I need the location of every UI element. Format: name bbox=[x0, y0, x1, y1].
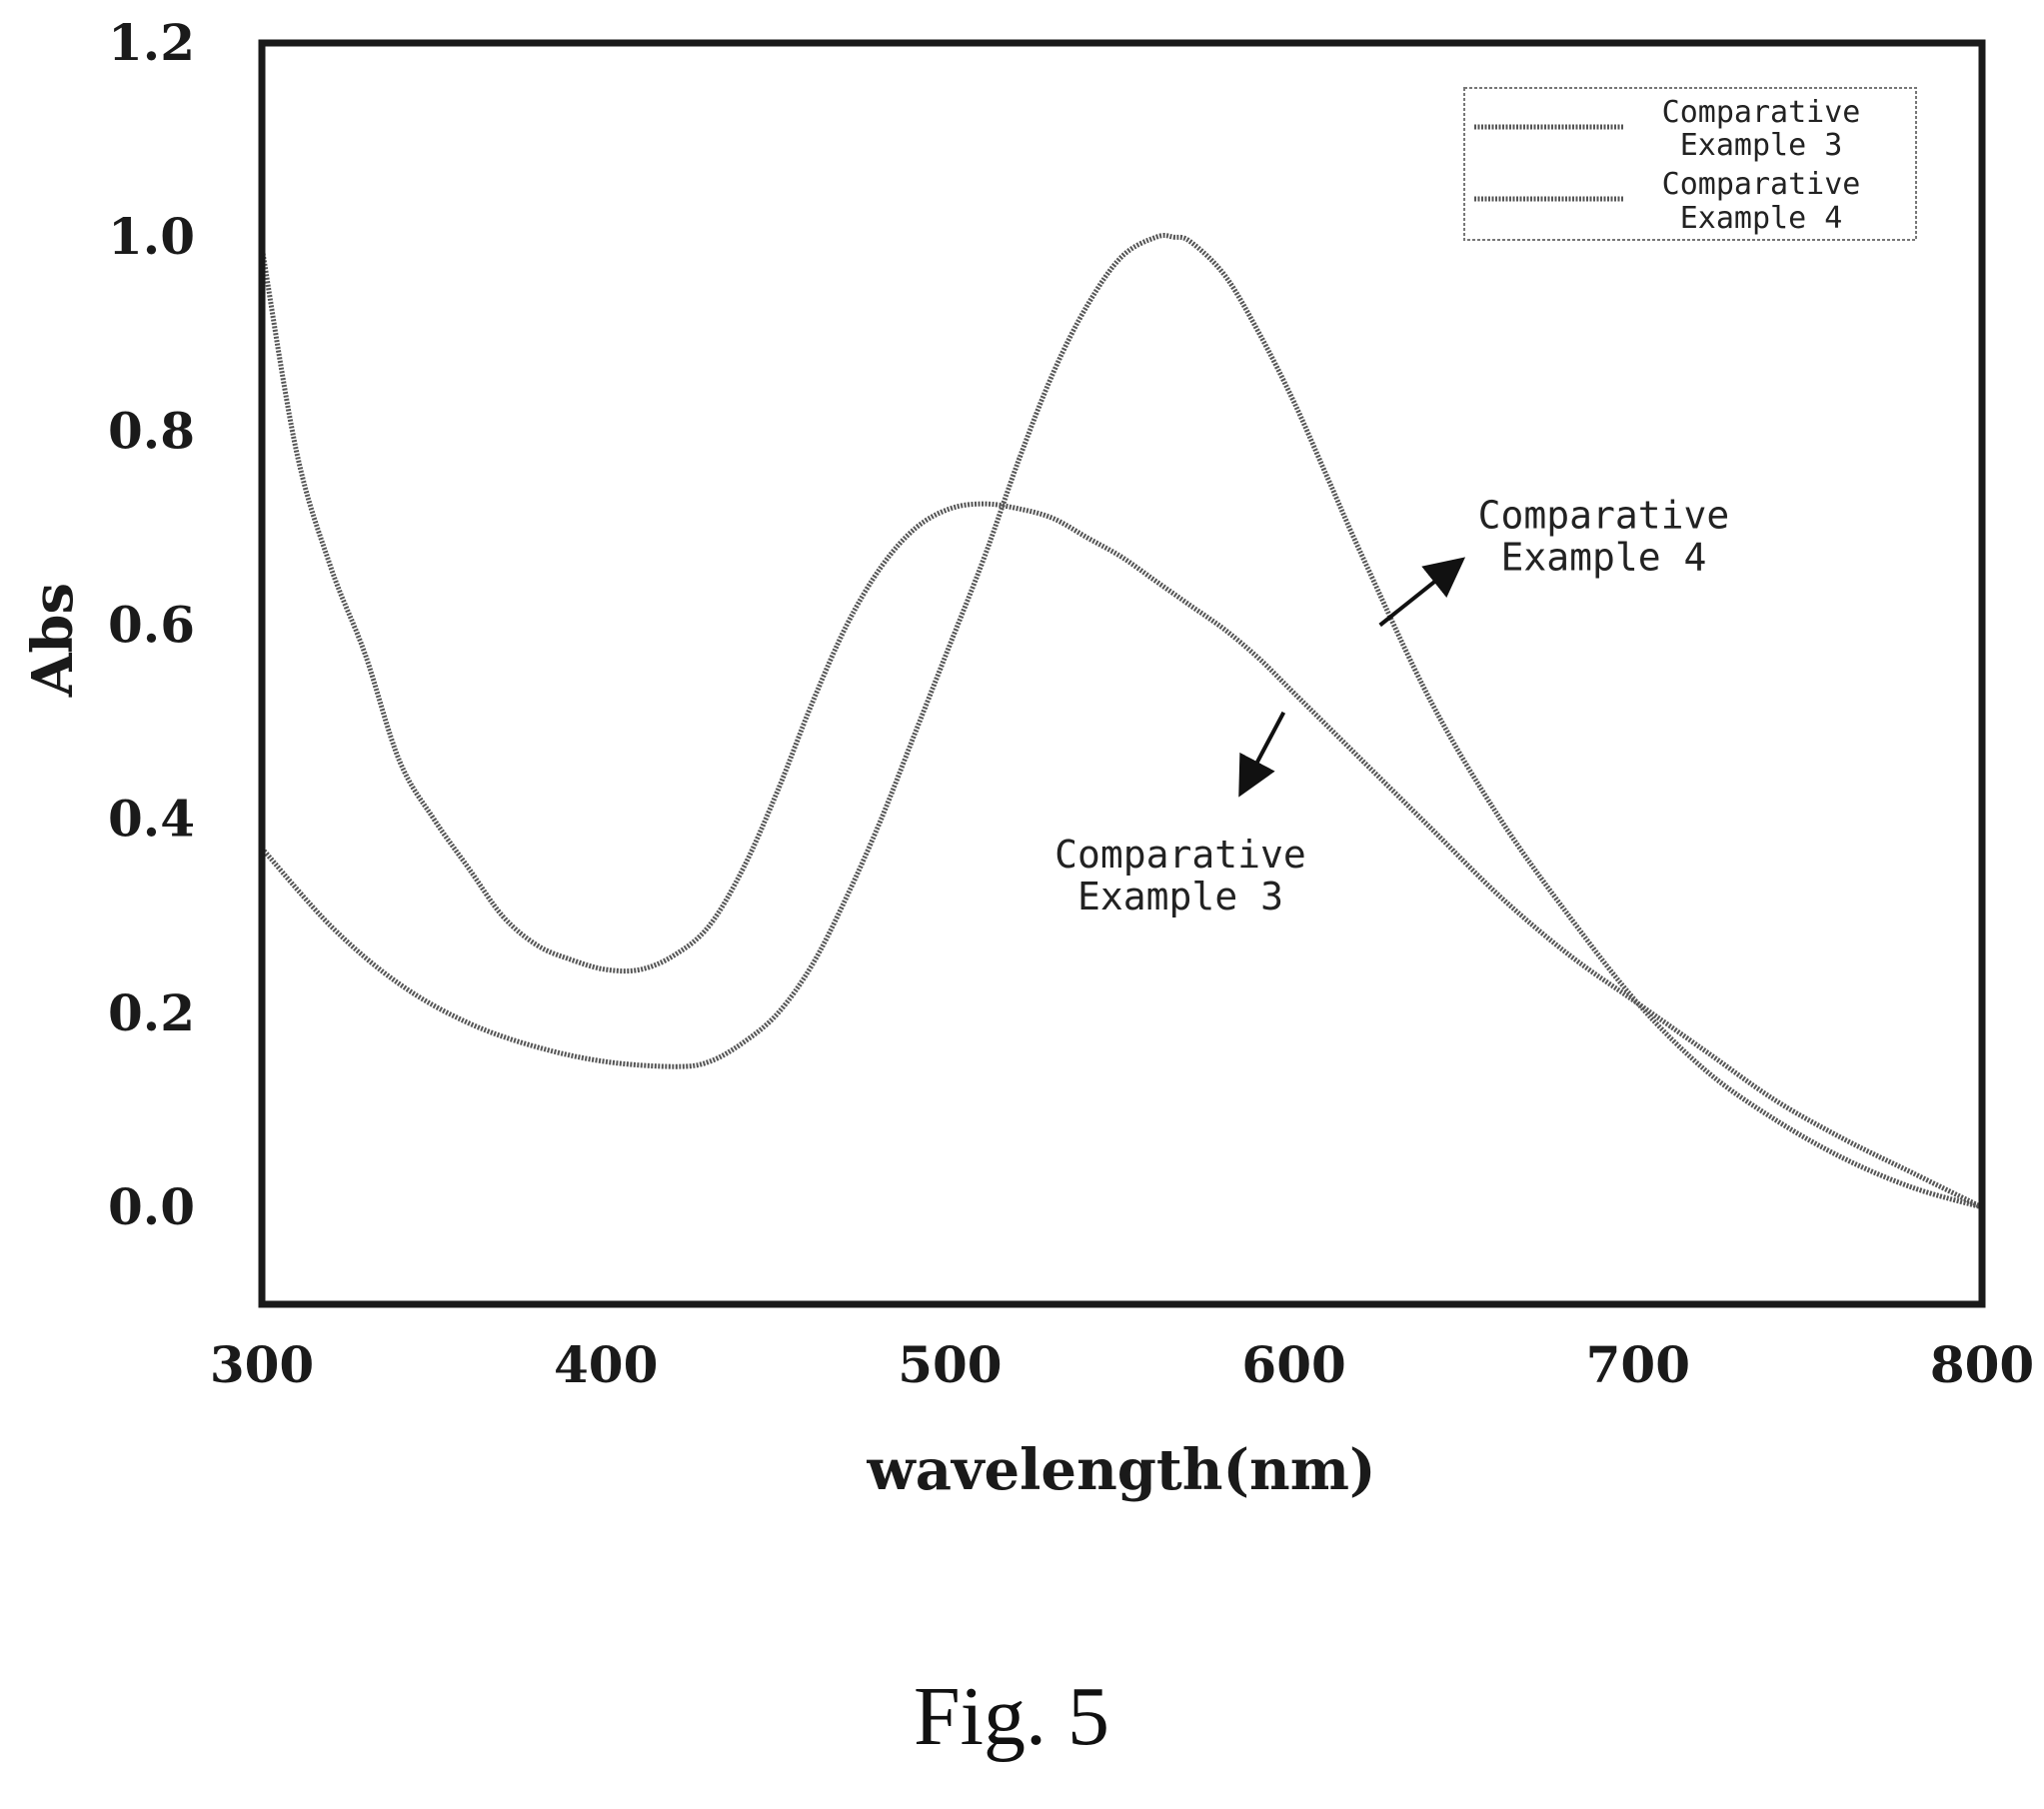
y-tick-label: 1.0 bbox=[108, 207, 195, 266]
annotation-label-2-line-1: Comparative bbox=[1054, 833, 1306, 877]
figure-caption: Fig. 5 bbox=[914, 1670, 1109, 1763]
annotation-label-1-line-1: Comparative bbox=[1478, 493, 1730, 537]
x-tick-label: 400 bbox=[554, 1335, 658, 1394]
x-tick-label: 800 bbox=[1930, 1335, 2034, 1394]
legend-label-series-1-line-1: Comparative bbox=[1662, 95, 1861, 130]
legend-label-series-2-line-1: Comparative bbox=[1662, 167, 1861, 202]
annotation-arrow-2 bbox=[1238, 711, 1286, 798]
y-axis-ticks: 0.0 0.2 0.4 0.6 0.8 1.0 1.2 bbox=[108, 13, 195, 1236]
legend-label-series-2-line-2: Example 4 bbox=[1680, 201, 1843, 236]
y-tick-label: 0.0 bbox=[108, 1177, 195, 1236]
x-axis-title: wavelength(nm) bbox=[867, 1437, 1376, 1503]
x-tick-label: 300 bbox=[210, 1335, 314, 1394]
legend-box bbox=[1463, 87, 1917, 241]
x-tick-label: 700 bbox=[1586, 1335, 1690, 1394]
legend: Comparative Example 3 Comparative Exampl… bbox=[1463, 87, 1917, 241]
annotation-label-2-line-2: Example 3 bbox=[1077, 875, 1283, 918]
y-tick-label: 0.6 bbox=[108, 596, 195, 655]
y-tick-label: 0.4 bbox=[108, 790, 195, 849]
annotation-label-1-line-2: Example 4 bbox=[1500, 535, 1706, 579]
x-tick-label: 600 bbox=[1241, 1335, 1345, 1394]
y-tick-label: 0.2 bbox=[108, 983, 195, 1042]
annotation-arrow-1 bbox=[1378, 557, 1466, 628]
series-line-1 bbox=[259, 246, 1984, 1210]
plot-frame bbox=[258, 39, 1986, 1308]
plot-curves bbox=[259, 233, 1984, 1210]
y-tick-label: 0.8 bbox=[108, 401, 195, 460]
y-tick-label: 1.2 bbox=[108, 13, 195, 72]
legend-label-series-1-line-2: Example 3 bbox=[1680, 128, 1843, 163]
series-line-2 bbox=[260, 233, 1983, 1210]
y-axis-title: Abs bbox=[20, 583, 86, 698]
x-tick-label: 500 bbox=[898, 1335, 1002, 1394]
x-axis-ticks: 300 400 500 600 700 800 bbox=[210, 1335, 2034, 1394]
